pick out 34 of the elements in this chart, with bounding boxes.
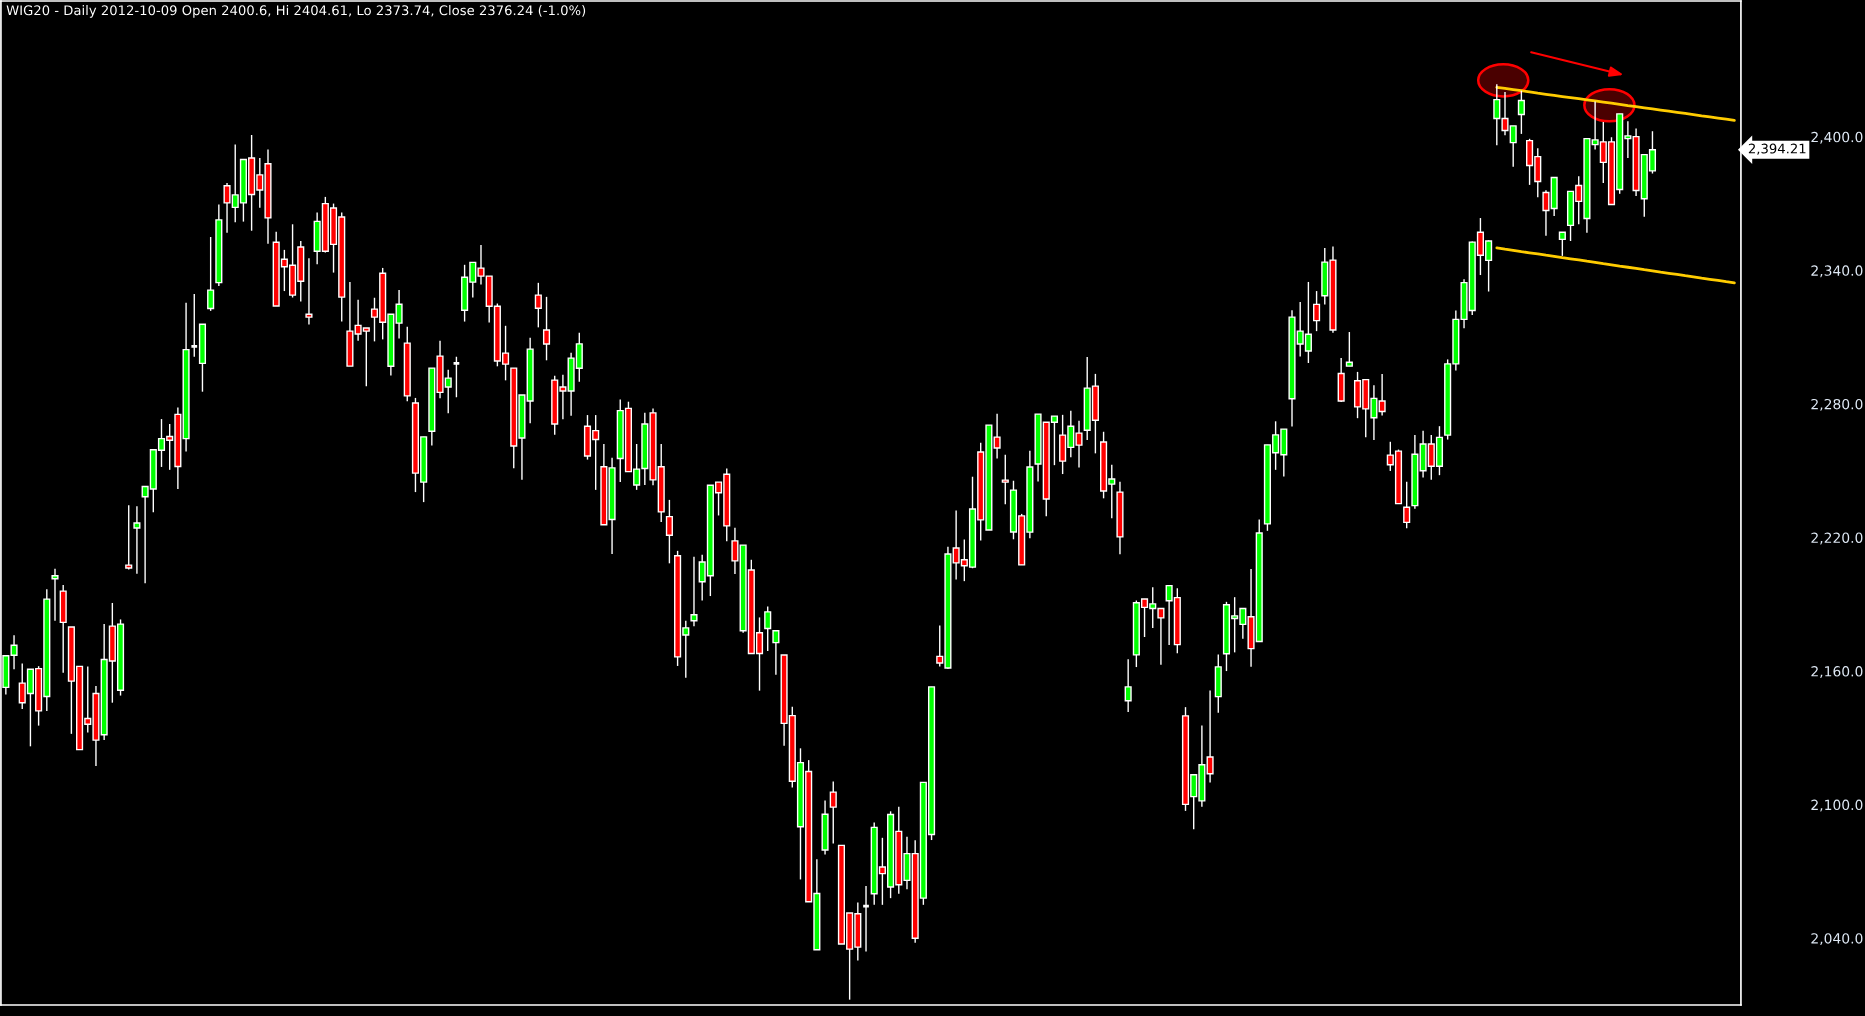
candlestick (542, 296, 551, 361)
candlestick (1124, 658, 1132, 713)
y-tick-label: 2,340.0 (1811, 265, 1863, 278)
candlestick (207, 236, 215, 312)
candlestick (1206, 689, 1214, 784)
candlestick (764, 605, 772, 652)
line-series (1495, 246, 1736, 285)
y-tick-label: 2,280.0 (1811, 398, 1863, 411)
y-tick-label: 2,160.0 (1811, 666, 1863, 678)
candlestick (125, 504, 133, 571)
y-tick-label: 2,100.0 (1811, 799, 1863, 812)
candlestick (1558, 231, 1566, 257)
candlestick (1313, 290, 1321, 332)
candlestick (829, 780, 837, 845)
candlestick (1403, 481, 1411, 529)
candlestick (993, 413, 1001, 460)
y-tick-label: 2,220.0 (1811, 532, 1863, 545)
candlestick (665, 499, 673, 565)
candlestick (772, 630, 780, 676)
candlestick (690, 555, 698, 628)
candlestick (1345, 331, 1353, 367)
candlestick (305, 257, 313, 326)
candlestick (133, 505, 141, 575)
line-series (1495, 85, 1736, 122)
y-tick-label: 2,040.0 (1811, 933, 1863, 946)
candlestick (1378, 373, 1386, 417)
candlestick (1001, 453, 1009, 506)
candlestick (395, 289, 403, 340)
candlestick (534, 282, 542, 329)
candlestick (1517, 90, 1525, 135)
y-tick-label: 2,400.0 (1811, 131, 1863, 144)
chart-title: WIG20 - Daily 2012-10-09 Open 2400.6, Hi 2404.61, Lo 2373.74, Close 2376.24 (-1.0%) (6, 5, 586, 18)
text: 2,394.21 (1748, 143, 1806, 155)
candlestick (51, 567, 59, 622)
